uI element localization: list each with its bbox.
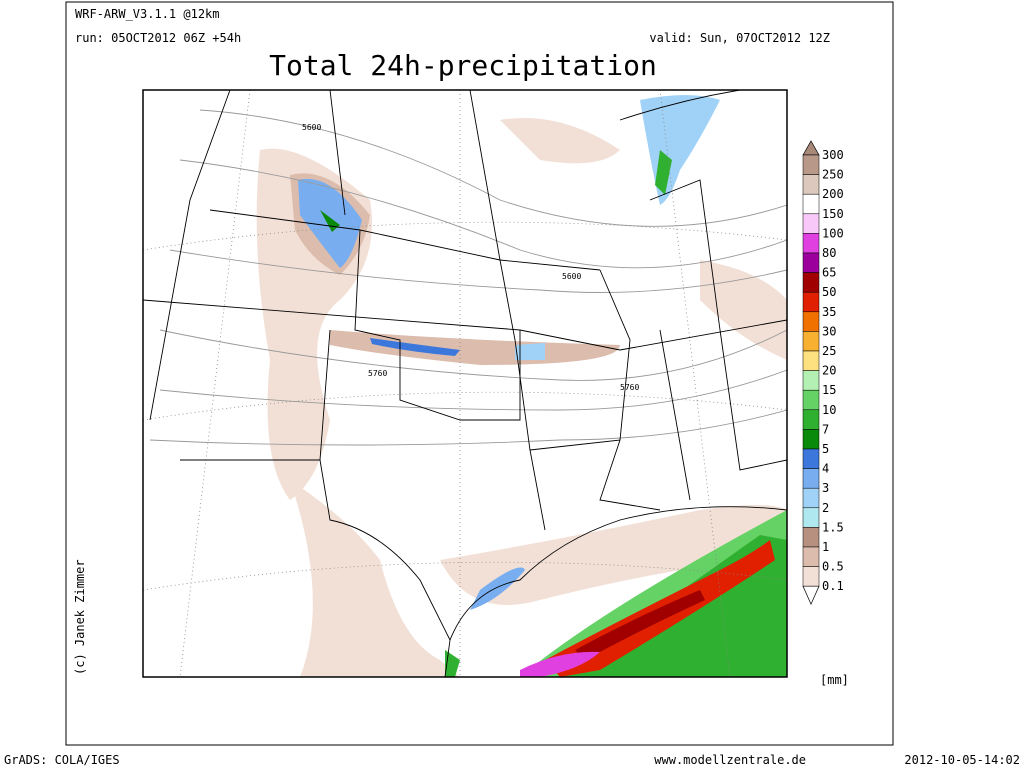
colorbar-label: 5 [822,442,829,456]
latitude-lines [143,90,787,677]
colorbar-label: 0.5 [822,560,844,574]
colorbar-cell [802,311,820,332]
state-borders [143,90,787,677]
colorbar-cell [802,252,820,273]
credit: (c) Janek Zimmer [73,559,87,675]
colorbar-label: 80 [822,246,836,260]
colorbar-cell [802,546,820,567]
colorbar-label: 200 [822,187,844,201]
colorbar-cap [802,585,820,606]
precip-fields [256,95,787,677]
footer-right: 2012-10-05-14:02 [904,753,1020,767]
colorbar-cell [802,174,820,195]
colorbar-cell [802,331,820,352]
contour-label: 5760 [368,369,387,378]
colorbar-label: 300 [822,148,844,162]
map: 5600 5600 5760 5760 [142,89,788,678]
valid-label: valid: Sun, 07OCT2012 12Z [649,31,830,45]
colorbar-cell [802,193,820,215]
colorbar-cell [802,370,820,391]
colorbar-label: 250 [822,168,844,182]
contour-label: 5600 [302,123,321,132]
colorbar-label: 30 [822,324,836,338]
colorbar-label: 7 [822,422,829,436]
colorbar-label: 1 [822,540,829,554]
colorbar: 300 250 200 150 100 80 65 50 35 30 25 20 15 10 7 5 4 3 2 1.… [802,140,844,606]
colorbar-cell [802,409,820,430]
title: Total 24h-precipitation [269,49,657,82]
colorbar-cell [802,389,820,411]
colorbar-cell [802,272,820,293]
colorbar-label: 100 [822,226,844,240]
colorbar-cell [802,566,820,587]
model-label: WRF-ARW_V3.1.1 @12km [75,7,220,21]
colorbar-label: 35 [822,305,836,319]
run-label: run: 05OCT2012 06Z +54h [75,31,241,45]
colorbar-label: 150 [822,207,844,221]
contour-label: 5600 [562,272,581,281]
footer-center: www.modellzentrale.de [654,753,806,767]
colorbar-label: 1.5 [822,520,844,534]
map-frame [142,89,788,678]
colorbar-label: 4 [822,462,829,476]
colorbar-label: 10 [822,403,836,417]
colorbar-label: 20 [822,364,836,378]
colorbar-cell [802,291,820,313]
colorbar-label: 25 [822,344,836,358]
colorbar-cell [802,213,820,234]
colorbar-cell [802,448,820,469]
colorbar-cell [802,487,820,509]
unit-label: [mm] [820,673,849,687]
colorbar-label: 2 [822,501,829,515]
colorbar-cell [802,350,820,371]
colorbar-cell [802,468,820,489]
colorbar-cell [802,527,820,548]
colorbar-label: 50 [822,285,836,299]
colorbar-label: 65 [822,266,836,280]
contour-label: 5760 [620,383,639,392]
colorbar-cell [802,507,820,528]
height-contours [149,109,787,446]
colorbar-label: 15 [822,383,836,397]
colorbar-cell [802,233,820,254]
footer-left: GrADS: COLA/IGES [4,753,120,767]
colorbar-cell [802,154,820,175]
colorbar-label: 0.1 [822,579,844,593]
colorbar-cell [802,429,820,450]
colorbar-label: 3 [822,481,829,495]
